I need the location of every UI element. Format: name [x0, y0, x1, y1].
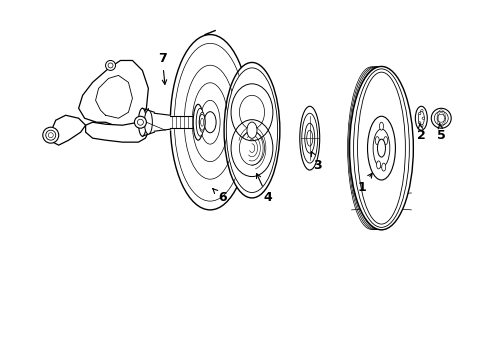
- Ellipse shape: [354, 69, 409, 228]
- Ellipse shape: [377, 161, 381, 169]
- Circle shape: [108, 63, 113, 68]
- Ellipse shape: [358, 72, 405, 224]
- Ellipse shape: [145, 110, 152, 134]
- Ellipse shape: [382, 163, 386, 171]
- Ellipse shape: [193, 104, 203, 140]
- Circle shape: [105, 60, 116, 71]
- Ellipse shape: [418, 111, 424, 125]
- Ellipse shape: [368, 116, 395, 180]
- Ellipse shape: [196, 108, 204, 136]
- Ellipse shape: [138, 108, 147, 136]
- Circle shape: [434, 111, 448, 125]
- Ellipse shape: [375, 137, 379, 145]
- Circle shape: [48, 133, 53, 138]
- Text: 6: 6: [213, 189, 226, 204]
- Circle shape: [418, 122, 421, 124]
- Circle shape: [43, 127, 59, 143]
- Ellipse shape: [379, 122, 384, 130]
- Circle shape: [46, 130, 56, 140]
- Ellipse shape: [349, 67, 414, 230]
- Ellipse shape: [302, 113, 318, 163]
- Ellipse shape: [204, 112, 216, 133]
- Ellipse shape: [247, 122, 257, 138]
- Ellipse shape: [171, 35, 250, 210]
- Polygon shape: [78, 60, 148, 128]
- Text: 7: 7: [158, 52, 167, 84]
- Ellipse shape: [373, 129, 390, 167]
- Text: 1: 1: [357, 173, 372, 194]
- Ellipse shape: [305, 123, 315, 153]
- Circle shape: [134, 116, 147, 128]
- Ellipse shape: [384, 137, 388, 145]
- Polygon shape: [51, 115, 86, 145]
- Text: 3: 3: [311, 152, 322, 172]
- Text: 5: 5: [437, 123, 445, 142]
- Circle shape: [421, 125, 423, 127]
- Ellipse shape: [224, 62, 280, 198]
- Ellipse shape: [300, 106, 319, 170]
- Circle shape: [421, 109, 423, 112]
- Text: 2: 2: [417, 123, 426, 142]
- Circle shape: [418, 112, 421, 115]
- Polygon shape: [86, 108, 148, 142]
- Circle shape: [137, 119, 144, 125]
- Circle shape: [437, 114, 445, 122]
- Ellipse shape: [199, 112, 205, 132]
- Circle shape: [422, 117, 424, 120]
- Ellipse shape: [226, 68, 278, 193]
- Ellipse shape: [416, 106, 427, 130]
- Ellipse shape: [307, 130, 313, 146]
- Circle shape: [431, 108, 451, 128]
- Text: 4: 4: [256, 174, 272, 204]
- Ellipse shape: [377, 139, 386, 157]
